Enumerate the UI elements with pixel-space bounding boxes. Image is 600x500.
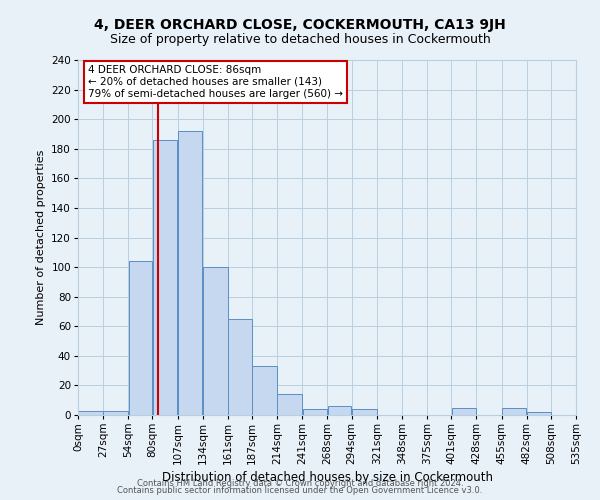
Bar xyxy=(203,267,227,415)
Text: Contains public sector information licensed under the Open Government Licence v3: Contains public sector information licen… xyxy=(118,486,482,495)
Bar xyxy=(128,261,152,415)
Bar xyxy=(253,366,277,415)
Text: Size of property relative to detached houses in Cockermouth: Size of property relative to detached ho… xyxy=(110,32,490,46)
Bar xyxy=(328,406,352,415)
Text: Contains HM Land Registry data © Crown copyright and database right 2024.: Contains HM Land Registry data © Crown c… xyxy=(137,478,463,488)
Bar xyxy=(178,131,202,415)
Text: 4, DEER ORCHARD CLOSE, COCKERMOUTH, CA13 9JH: 4, DEER ORCHARD CLOSE, COCKERMOUTH, CA13… xyxy=(94,18,506,32)
Bar xyxy=(103,410,128,415)
Bar xyxy=(452,408,476,415)
Bar xyxy=(527,412,551,415)
Text: 4 DEER ORCHARD CLOSE: 86sqm
← 20% of detached houses are smaller (143)
79% of se: 4 DEER ORCHARD CLOSE: 86sqm ← 20% of det… xyxy=(88,66,343,98)
Bar xyxy=(352,409,377,415)
Bar xyxy=(153,140,178,415)
Bar xyxy=(277,394,302,415)
Bar xyxy=(78,410,103,415)
Y-axis label: Number of detached properties: Number of detached properties xyxy=(36,150,46,325)
Bar xyxy=(228,319,252,415)
Bar xyxy=(302,409,327,415)
X-axis label: Distribution of detached houses by size in Cockermouth: Distribution of detached houses by size … xyxy=(161,471,493,484)
Bar xyxy=(502,408,526,415)
